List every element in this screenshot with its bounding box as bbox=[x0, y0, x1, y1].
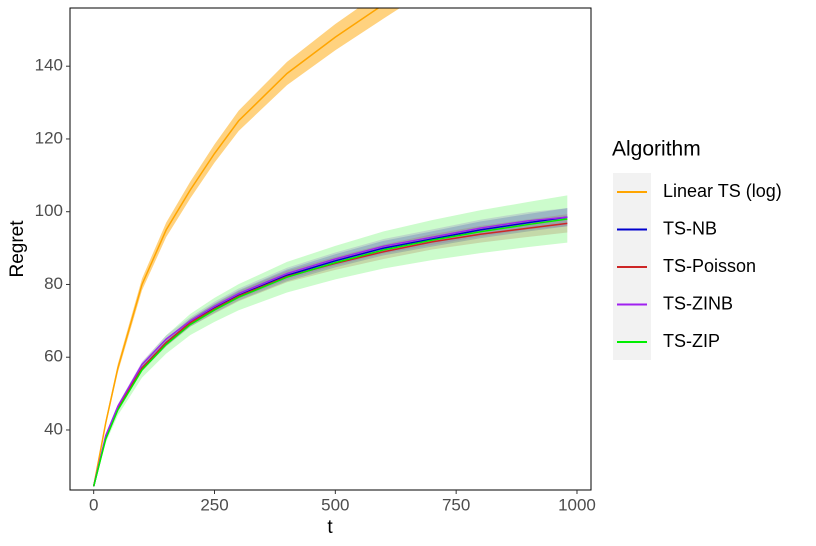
confidence-ribbon bbox=[93, 214, 568, 487]
legend-title: Algorithm bbox=[612, 138, 701, 161]
y-tick-label: 80 bbox=[44, 274, 63, 293]
x-tick-label: 0 bbox=[89, 495, 98, 514]
line bbox=[92, 216, 568, 487]
x-tick-label: 750 bbox=[442, 495, 470, 514]
y-tick-label: 140 bbox=[35, 56, 63, 75]
y-tick-label: 40 bbox=[44, 419, 63, 438]
y-tick-label: 100 bbox=[35, 201, 63, 220]
panel-border bbox=[69, 7, 592, 491]
y-tick-label: 120 bbox=[35, 128, 63, 147]
legend-label: Linear TS (log) bbox=[663, 181, 782, 201]
y-tick-label: 60 bbox=[44, 347, 63, 366]
line bbox=[92, 8, 380, 487]
confidence-ribbon bbox=[93, 8, 400, 487]
x-axis-title: t bbox=[327, 517, 333, 538]
legend-label: TS-Poisson bbox=[663, 256, 756, 276]
x-tick-label: 1000 bbox=[558, 495, 596, 514]
legend-label: TS-ZINB bbox=[663, 293, 733, 313]
line bbox=[92, 218, 568, 487]
plot-area bbox=[92, 8, 568, 487]
line bbox=[92, 222, 568, 487]
x-tick-label: 500 bbox=[321, 495, 349, 514]
x-tick-label: 250 bbox=[200, 495, 228, 514]
y-axis-title: Regret bbox=[7, 220, 28, 278]
legend-label: TS-ZIP bbox=[663, 331, 720, 351]
legend-label: TS-NB bbox=[663, 218, 717, 238]
